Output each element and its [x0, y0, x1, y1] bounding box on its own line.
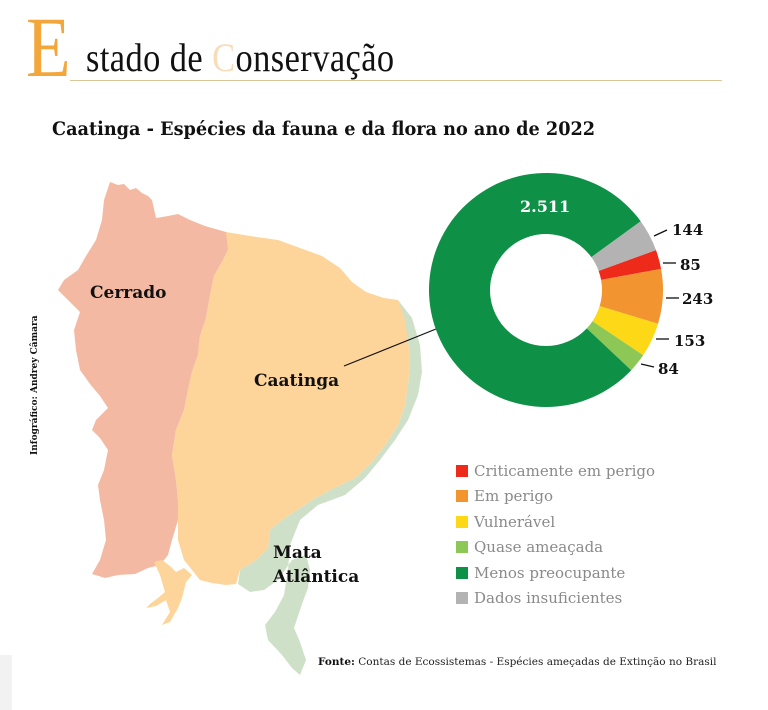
- source-note: Fonte: Contas de Ecossistemas - Espécies…: [318, 656, 717, 668]
- caatinga-river-branch: [146, 560, 192, 625]
- legend-swatch: [456, 464, 468, 477]
- chart-legend: Criticamente em perigo Em perigo Vulnerá…: [456, 458, 655, 611]
- legend-label: Quase ameaçada: [474, 538, 604, 557]
- title-initial: E: [26, 0, 71, 95]
- source-label: Fonte:: [318, 656, 355, 668]
- edge-strip: [0, 655, 12, 710]
- caatinga-leader-line: [343, 328, 437, 367]
- caatinga-label: Caatinga: [254, 371, 340, 391]
- value-label-quase-ameacada: 84: [658, 360, 679, 378]
- legend-swatch: [456, 490, 468, 503]
- legend-item-dados-insuficientes: Dados insuficientes: [456, 586, 655, 612]
- chart-title: Caatinga - Espécies da fauna e da flora …: [52, 118, 596, 140]
- legend-item-em-perigo: Em perigo: [456, 484, 655, 510]
- value-label-menos-preocupante: 2.511: [520, 197, 571, 216]
- value-label-criticamente-em-perigo: 85: [680, 256, 701, 274]
- page-header: E stado de Conservação: [0, 0, 768, 90]
- page-title: stado de Conservação: [86, 38, 395, 78]
- tick-144: [653, 229, 668, 237]
- value-label-em-perigo: 243: [682, 290, 714, 308]
- legend-swatch: [456, 541, 468, 554]
- legend-label: Vulnerável: [474, 512, 556, 531]
- title-underline: [70, 80, 722, 81]
- legend-item-vulneravel: Vulnerável: [456, 509, 655, 535]
- tick-84: [640, 363, 655, 368]
- legend-item-quase-ameacada: Quase ameaçada: [456, 535, 655, 561]
- mata-atlantica-label-line2: Atlântica: [273, 567, 360, 587]
- value-label-dados-insuficientes: 144: [672, 221, 704, 239]
- legend-swatch: [456, 592, 468, 605]
- caatinga-main-region: [172, 232, 410, 585]
- donut-segment-em-perigo: [599, 268, 664, 324]
- donut-segment-quase-ameacada: [586, 321, 644, 371]
- value-label-vulneravel: 153: [674, 332, 706, 350]
- title-part2: onservação: [235, 35, 395, 80]
- legend-label: Criticamente em perigo: [474, 461, 655, 480]
- donut-segment-criticamente-em-perigo: [598, 250, 662, 280]
- legend-item-menos-preocupante: Menos preocupante: [456, 560, 655, 586]
- legend-swatch: [456, 515, 468, 528]
- cerrado-label: Cerrado: [90, 283, 167, 303]
- legend-swatch: [456, 566, 468, 579]
- donut-segment-vulneravel: [592, 306, 659, 356]
- legend-label: Em perigo: [474, 487, 554, 506]
- donut-segment-menos-preocupante: [429, 173, 641, 408]
- legend-item-criticamente-em-perigo: Criticamente em perigo: [456, 458, 655, 484]
- legend-label: Menos preocupante: [474, 563, 626, 582]
- legend-label: Dados insuficientes: [474, 589, 623, 608]
- mata-atlantica-label-line1: Mata: [273, 543, 322, 563]
- title-accent-initial: C: [212, 35, 236, 80]
- cerrado-region: [58, 182, 232, 578]
- source-text: Contas de Ecossistemas - Espécies ameçad…: [354, 656, 717, 668]
- title-part1: stado de: [86, 35, 213, 80]
- donut-segment-dados-insuficientes: [591, 221, 657, 271]
